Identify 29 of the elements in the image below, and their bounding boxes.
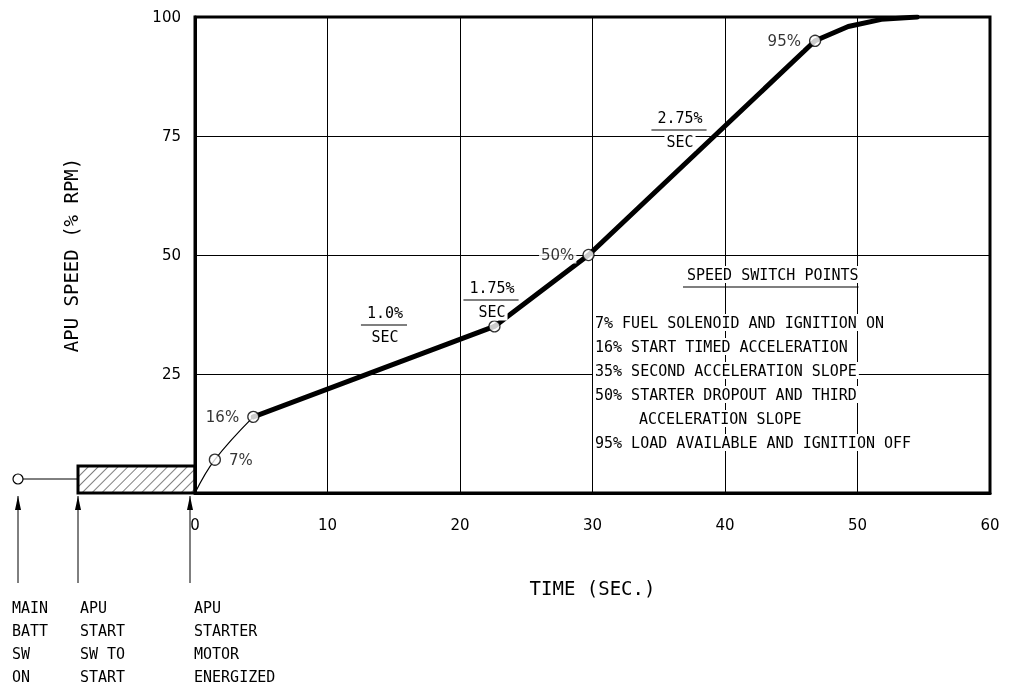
y-tick-label: 25 bbox=[161, 365, 181, 383]
x-axis-title: TIME (SEC.) bbox=[529, 576, 656, 599]
annotation: 7% FUEL SOLENOID AND IGNITION ON bbox=[595, 313, 884, 332]
x-tick-label: 60 bbox=[980, 515, 1000, 534]
x-tick-label: 30 bbox=[582, 515, 603, 534]
data-label: 50% bbox=[541, 246, 575, 264]
x-tick-label: 20 bbox=[450, 515, 470, 534]
annotation: 50% STARTER DROPOUT AND THIRD ACCELERATION SLOPE bbox=[595, 385, 857, 428]
annotation: 35% SECOND ACCELERATION SLOPE bbox=[595, 361, 857, 380]
annotation: 1.0% SEC bbox=[366, 304, 404, 346]
text: APU START SW TO START bbox=[80, 598, 126, 686]
text: APU STARTER MOTOR ENERGIZED bbox=[194, 598, 276, 686]
annotation: 1.75% SEC bbox=[469, 279, 515, 321]
text: MAIN BATT SW ON bbox=[12, 598, 49, 686]
x-tick-label: 40 bbox=[715, 515, 735, 534]
annotation: 95% LOAD AVAILABLE AND IGNITION OFF bbox=[595, 433, 912, 452]
y-axis-title: APU SPEED (% RPM) bbox=[59, 157, 82, 353]
x-tick-label: 10 bbox=[317, 515, 338, 534]
y-tick-label: 75 bbox=[161, 127, 181, 145]
data-label: 7% bbox=[229, 450, 253, 469]
annotation: 2.75% SEC bbox=[657, 109, 703, 151]
x-tick-label: 0 bbox=[190, 515, 200, 534]
y-tick-label: 50 bbox=[161, 246, 181, 264]
data-label: 95% bbox=[767, 31, 801, 50]
annotation: SPEED SWITCH POINTS bbox=[687, 265, 859, 284]
annotation: 16% START TIMED ACCELERATION bbox=[595, 337, 848, 356]
y-tick-label: 100 bbox=[152, 8, 181, 26]
data-label: 16% bbox=[205, 407, 240, 426]
x-tick-label: 50 bbox=[847, 515, 868, 534]
